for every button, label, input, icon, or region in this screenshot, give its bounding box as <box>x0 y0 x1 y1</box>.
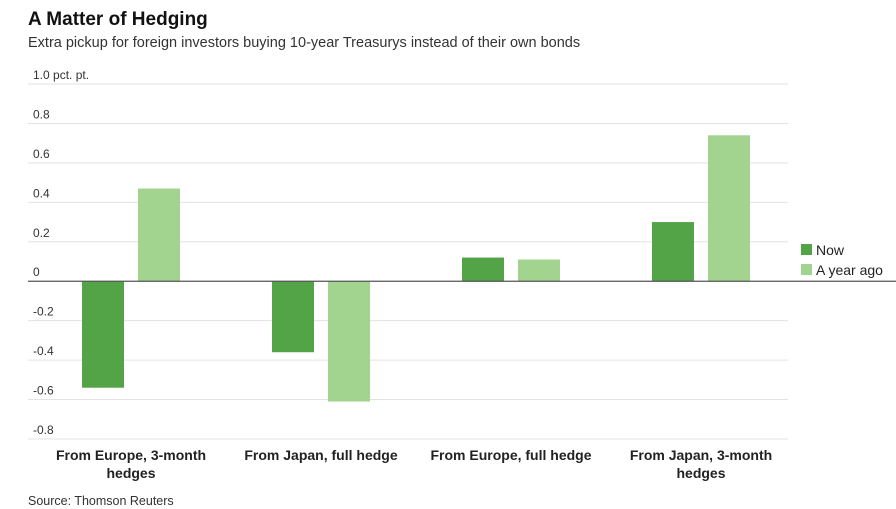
chart-title: A Matter of Hedging <box>28 9 208 30</box>
category-label: From Japan, 3-month <box>630 447 772 463</box>
legend-swatch <box>801 264 812 275</box>
y-tick-label: -0.2 <box>33 305 54 319</box>
x-axis-category-labels: From Europe, 3-month hedges From Japan, fu… <box>56 447 772 481</box>
y-tick-label: 1.0 pct. pt. <box>33 68 89 82</box>
bar-a-year-ago <box>518 259 560 282</box>
category-label: From Japan, full hedge <box>244 447 397 463</box>
bar-now <box>652 222 694 282</box>
legend-swatch <box>801 244 812 255</box>
y-tick-label: 0.4 <box>33 186 50 200</box>
legend: Now A year ago <box>801 242 883 278</box>
chart-subtitle: Extra pickup for foreign investors buyin… <box>28 35 581 51</box>
bars <box>82 135 750 402</box>
legend-label: A year ago <box>816 262 883 278</box>
y-tick-label: -0.8 <box>33 423 54 437</box>
bar-now <box>272 281 314 353</box>
y-axis-tick-labels: 1.0 pct. pt. 0.8 0.6 0.4 0.2 0 -0.2 -0.4 -0.6 -0.… <box>33 68 89 437</box>
y-tick-label: 0 <box>33 265 40 279</box>
category-label: hedges <box>106 465 155 481</box>
y-tick-label: 0.6 <box>33 147 50 161</box>
y-tick-label: -0.4 <box>33 344 54 358</box>
bar-now <box>462 257 504 282</box>
category-label: From Europe, full hedge <box>430 447 591 463</box>
legend-label: Now <box>816 242 845 258</box>
y-tick-label: -0.6 <box>33 384 54 398</box>
bar-a-year-ago <box>138 188 180 282</box>
category-label: From Europe, 3-month <box>56 447 206 463</box>
bar-a-year-ago <box>708 135 750 282</box>
bar-now <box>82 281 124 388</box>
y-tick-label: 0.8 <box>33 107 50 121</box>
category-label: hedges <box>676 465 725 481</box>
grid-lines <box>28 83 788 440</box>
bar-a-year-ago <box>328 281 370 402</box>
source-note: Source: Thomson Reuters <box>28 494 174 508</box>
y-tick-label: 0.2 <box>33 226 50 240</box>
